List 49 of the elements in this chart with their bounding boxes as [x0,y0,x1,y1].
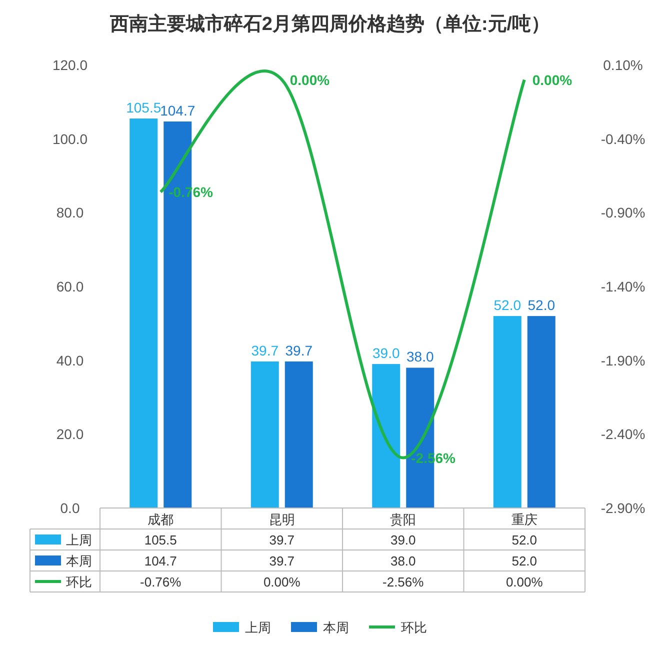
text: 38.0 [406,348,434,365]
data-label: 39.7 [269,554,295,568]
y2-tick-label: 0.10% [603,57,643,73]
y-tick-label: 20.0 [56,426,84,442]
data-label: -0.76% [140,574,182,590]
data-label: 52.0 [512,554,538,568]
y-tick-label: 0.0 [60,500,80,516]
text: 39.7 [285,342,312,358]
y2-tick-label: -0.40% [600,130,646,147]
x-tick-label: 昆明 [268,512,295,527]
text: 52.0 [494,297,521,314]
legend-label: 上周 [66,532,92,548]
data-label: 39.7 [269,532,295,548]
data-label: 104.7 [144,554,177,568]
bar [284,361,313,508]
text: 39.0 [372,345,400,362]
y-tick-label: 100.0 [52,130,88,147]
bar [527,316,556,508]
data-label: 52.0 [512,532,538,548]
bar [250,361,279,508]
text: 104.7 [160,102,196,118]
legend-label: 本周 [66,554,92,568]
legend: 上周 本周 环比 [213,620,427,635]
data-label: 39.0 [390,532,416,548]
x-tick-label: 重庆 [511,512,538,527]
legend-label: 环比 [66,574,92,590]
data-label: 0.00% [263,574,301,590]
data-label: 105.5 [144,532,177,548]
text: 39.7 [251,342,278,358]
data-label: 0.00% [506,574,544,590]
text: 52.0 [528,297,555,314]
y2-tick-label: -2.90% [600,500,646,516]
bar [493,316,522,508]
y-tick-label: 80.0 [56,204,84,221]
y2-tick-label: -1.40% [600,278,646,294]
y-tick-label: 60.0 [56,278,84,294]
y2-tick-label: -0.90% [600,204,646,221]
x-tick-label: 贵阳 [390,512,416,527]
data-label: -2.56% [382,574,424,590]
data-label: 38.0 [390,554,416,568]
text: 105.5 [126,100,162,116]
y2-tick-label: -2.40% [600,426,646,442]
chart-title: 西南主要城市碎石2月第四周价格趋势（单位:元/吨） [108,13,550,35]
y-tick-label: 40.0 [56,352,84,368]
bar [372,364,400,508]
y-tick-label: 120.0 [52,57,88,73]
y2-tick-label: -1.90% [600,352,646,368]
bar [130,118,158,508]
x-tick-label: 成都 [148,512,174,527]
